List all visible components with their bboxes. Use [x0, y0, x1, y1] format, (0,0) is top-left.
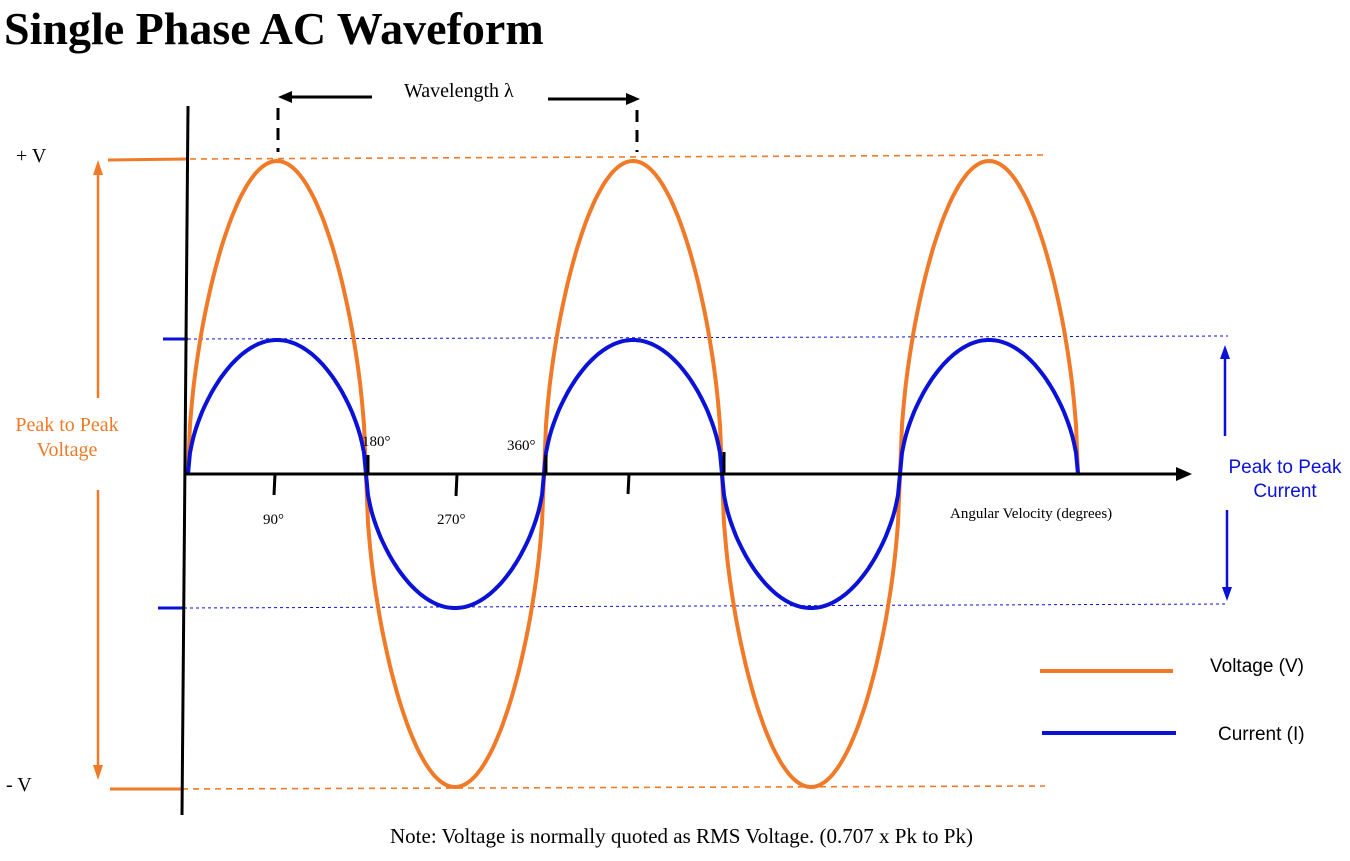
plus-v-tick [107, 157, 189, 162]
ppv-arrow-up-head [93, 160, 103, 175]
minus-v-label: - V [6, 774, 32, 796]
label-360-degrees: 360° [507, 438, 536, 454]
rms-note: Note: Voltage is normally quoted as RMS … [390, 824, 973, 848]
ppv-arrow-down-head [93, 765, 103, 780]
label-180-degrees: 180° [362, 434, 391, 450]
tick-450 [626, 473, 631, 495]
current-waveform [186, 338, 1080, 610]
ppc-label-line1: Peak to Peak [1228, 457, 1342, 478]
wavelength-label: Wavelength λ [404, 80, 514, 102]
current-peak-positive-line [187, 335, 1229, 340]
label-270-degrees: 270° [437, 512, 466, 528]
x-axis-arrow-head [1176, 467, 1192, 481]
tick-90 [272, 473, 277, 496]
ppc-arrow-up-head [1220, 345, 1230, 359]
legend-voltage-label: Voltage (V) [1210, 656, 1304, 677]
voltage-waveform [186, 159, 1080, 789]
ppc-label-line2: Current [1253, 481, 1317, 502]
wavelength-arrow-left-head [278, 91, 292, 103]
ppc-arrow-down-head [1222, 587, 1232, 601]
y-axis [180, 105, 190, 816]
current-peak-negative-line [183, 603, 1229, 609]
tick-270 [454, 473, 459, 497]
ppv-label-line2: Voltage [37, 439, 98, 461]
legend-current-label: Current (I) [1218, 724, 1305, 745]
voltage-peak-negative-line [181, 785, 1046, 790]
label-90-degrees: 90° [263, 512, 284, 528]
ppv-label-line1: Peak to Peak [15, 414, 118, 436]
diagram-title: Single Phase AC Waveform [4, 3, 544, 54]
voltage-peak-positive-line [189, 154, 1046, 160]
x-axis-label: Angular Velocity (degrees) [950, 506, 1112, 522]
wavelength-arrow-right-head [626, 93, 640, 105]
plus-v-label: + V [16, 145, 47, 167]
